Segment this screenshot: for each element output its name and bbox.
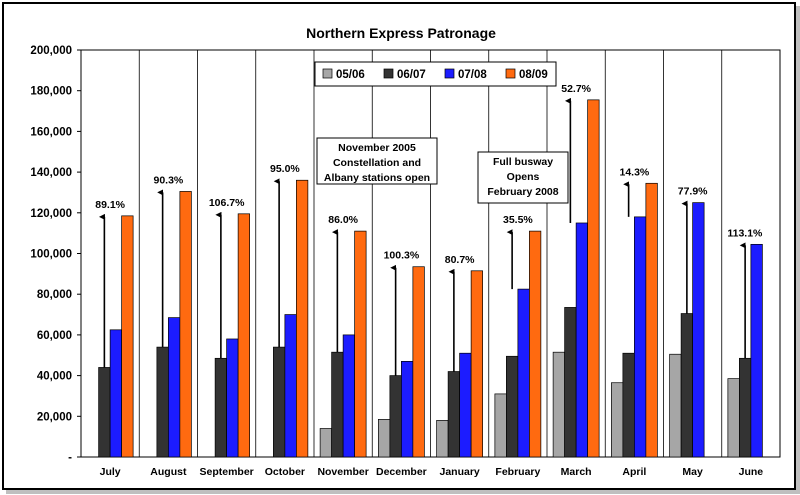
bar-07-08-september bbox=[226, 338, 239, 458]
bar-07-08-june bbox=[750, 243, 763, 458]
bar-06-07-june bbox=[739, 357, 752, 458]
bar-05-06-january bbox=[436, 420, 449, 458]
bar-06-07-december bbox=[389, 375, 402, 458]
bar-07-08-october bbox=[284, 314, 297, 458]
legend-swatch-08-09 bbox=[505, 68, 516, 79]
annotation-text: Albany stations open bbox=[324, 172, 430, 184]
bar-06-07-july bbox=[98, 367, 111, 458]
chart-frame: Northern Express Patronage - 20,000 40,000… bbox=[2, 2, 796, 490]
y-tick-label: 160,000 bbox=[30, 126, 72, 138]
growth-label: 113.1% bbox=[727, 227, 763, 239]
legend-label: 08/09 bbox=[519, 69, 548, 81]
bar-05-06-may bbox=[669, 353, 682, 458]
annotation-text: Opens bbox=[507, 171, 540, 183]
y-tick-label: 20,000 bbox=[37, 411, 72, 423]
bar-06-07-august bbox=[156, 346, 169, 458]
growth-label: 80.7% bbox=[445, 254, 475, 266]
bar-06-07-september bbox=[214, 357, 227, 458]
bar-08-09-february bbox=[529, 230, 542, 458]
bar-05-06-december bbox=[378, 419, 391, 458]
legend-swatch-06-07 bbox=[383, 68, 394, 79]
chart-title: Northern Express Patronage bbox=[306, 25, 496, 41]
growth-label: 100.3% bbox=[384, 250, 420, 262]
bar-07-08-december bbox=[401, 361, 414, 458]
bar-05-06-march bbox=[552, 351, 565, 458]
growth-label: 52.7% bbox=[561, 83, 591, 95]
legend-swatch-07-08 bbox=[444, 68, 455, 79]
x-tick-label: June bbox=[739, 466, 764, 478]
bar-07-08-august bbox=[168, 317, 181, 458]
growth-label: 95.0% bbox=[270, 163, 300, 175]
bar-07-08-february bbox=[517, 288, 530, 458]
bar-chart: Northern Express Patronage - 20,000 40,000… bbox=[30, 25, 781, 478]
legend-box bbox=[314, 61, 557, 87]
bar-07-08-january bbox=[459, 352, 472, 458]
annotation-text: Constellation and bbox=[333, 157, 421, 169]
plot-area: - 20,000 40,000 60,000 80,000 100,000 120,000 1… bbox=[30, 45, 781, 478]
x-tick-label: December bbox=[376, 466, 427, 478]
bar-06-07-may bbox=[680, 313, 693, 458]
y-tick-label: - bbox=[68, 452, 72, 464]
bar-08-09-december bbox=[412, 266, 425, 458]
annotation-box bbox=[316, 137, 438, 185]
bar-06-07-october bbox=[273, 346, 286, 458]
bar-06-07-april bbox=[622, 352, 635, 458]
x-tick-label: October bbox=[265, 466, 305, 478]
bar-08-09-march bbox=[587, 99, 600, 458]
legend-label: 06/07 bbox=[397, 69, 426, 81]
growth-label: 106.7% bbox=[209, 197, 245, 209]
y-tick-label: 100,000 bbox=[30, 249, 72, 261]
bar-07-08-march bbox=[575, 222, 588, 458]
annotation-text: November 2005 bbox=[338, 142, 416, 154]
annotation-text: February 2008 bbox=[487, 186, 558, 198]
growth-label: 90.3% bbox=[153, 174, 183, 186]
bar-06-07-november bbox=[331, 351, 344, 458]
x-tick-label: July bbox=[100, 466, 121, 478]
bar-07-08-may bbox=[692, 202, 705, 458]
bar-08-09-july bbox=[121, 215, 134, 458]
growth-label: 77.9% bbox=[678, 186, 708, 198]
growth-label: 86.0% bbox=[328, 214, 358, 226]
bar-05-06-november bbox=[319, 428, 332, 458]
bar-06-07-january bbox=[447, 371, 460, 458]
bar-07-08-july bbox=[109, 329, 122, 458]
x-tick-label: April bbox=[622, 466, 646, 478]
bar-05-06-february bbox=[494, 393, 507, 458]
y-tick-label: 40,000 bbox=[37, 371, 72, 383]
bar-08-09-april bbox=[645, 182, 658, 458]
y-tick-label: 80,000 bbox=[37, 289, 72, 301]
legend-swatch-05-06 bbox=[322, 68, 333, 79]
bar-07-08-april bbox=[634, 216, 647, 458]
bar-06-07-march bbox=[564, 307, 577, 458]
bar-06-07-february bbox=[506, 355, 519, 458]
growth-label: 14.3% bbox=[619, 166, 649, 178]
y-tick-label: 120,000 bbox=[30, 208, 72, 220]
growth-label: 89.1% bbox=[95, 199, 125, 211]
bar-08-09-january bbox=[470, 270, 483, 458]
x-tick-label: January bbox=[439, 466, 479, 478]
bar-08-09-august bbox=[179, 191, 192, 458]
x-tick-label: March bbox=[561, 466, 592, 478]
legend-label: 05/06 bbox=[336, 69, 365, 81]
bar-08-09-october bbox=[296, 179, 309, 458]
y-tick-label: 140,000 bbox=[30, 167, 72, 179]
y-tick-label: 180,000 bbox=[30, 86, 72, 98]
x-tick-label: September bbox=[199, 466, 253, 478]
bar-05-06-april bbox=[611, 382, 624, 458]
x-tick-label: February bbox=[495, 466, 540, 478]
annotation-box bbox=[477, 151, 569, 204]
legend-label: 07/08 bbox=[458, 69, 487, 81]
bar-08-09-september bbox=[237, 213, 250, 458]
growth-label: 35.5% bbox=[503, 214, 533, 226]
bar-07-08-november bbox=[342, 334, 355, 458]
y-tick-label: 200,000 bbox=[30, 45, 72, 57]
y-tick-label: 60,000 bbox=[37, 330, 72, 342]
annotation-text: Full busway bbox=[493, 156, 553, 168]
x-tick-label: November bbox=[317, 466, 368, 478]
x-tick-label: August bbox=[150, 466, 187, 478]
x-tick-label: May bbox=[682, 466, 703, 478]
bar-05-06-june bbox=[727, 378, 740, 458]
bar-08-09-november bbox=[354, 230, 367, 458]
